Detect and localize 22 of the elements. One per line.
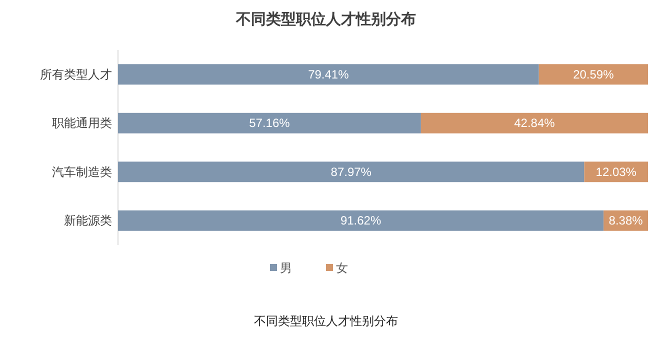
data-label: 57.16% (249, 116, 290, 130)
data-label: 12.03% (596, 164, 637, 179)
data-label: 20.59% (573, 67, 614, 82)
bar (118, 162, 584, 182)
y-tick-label: 所有类型人才 (40, 67, 112, 82)
y-tick-label: 汽车制造类 (52, 164, 112, 179)
legend-label: 男 (280, 261, 292, 275)
chart-title: 不同类型职位人才性别分布 (235, 11, 416, 28)
bar (538, 64, 648, 85)
y-tick-label: 新能源类 (64, 214, 112, 228)
legend-label: 女 (336, 261, 348, 275)
bar (118, 112, 421, 134)
y-tick-label: 职能通用类 (52, 116, 112, 130)
data-label: 87.97% (330, 164, 372, 179)
text: 不同类型职位人才性别分布 (254, 314, 398, 328)
data-label: 8.38% (608, 214, 644, 228)
bar (118, 64, 539, 85)
data-label: 42.84% (514, 116, 556, 130)
bar (118, 210, 604, 231)
data-label: 91.62% (340, 214, 382, 228)
data-label: 79.41% (308, 67, 350, 82)
bar (420, 112, 648, 134)
